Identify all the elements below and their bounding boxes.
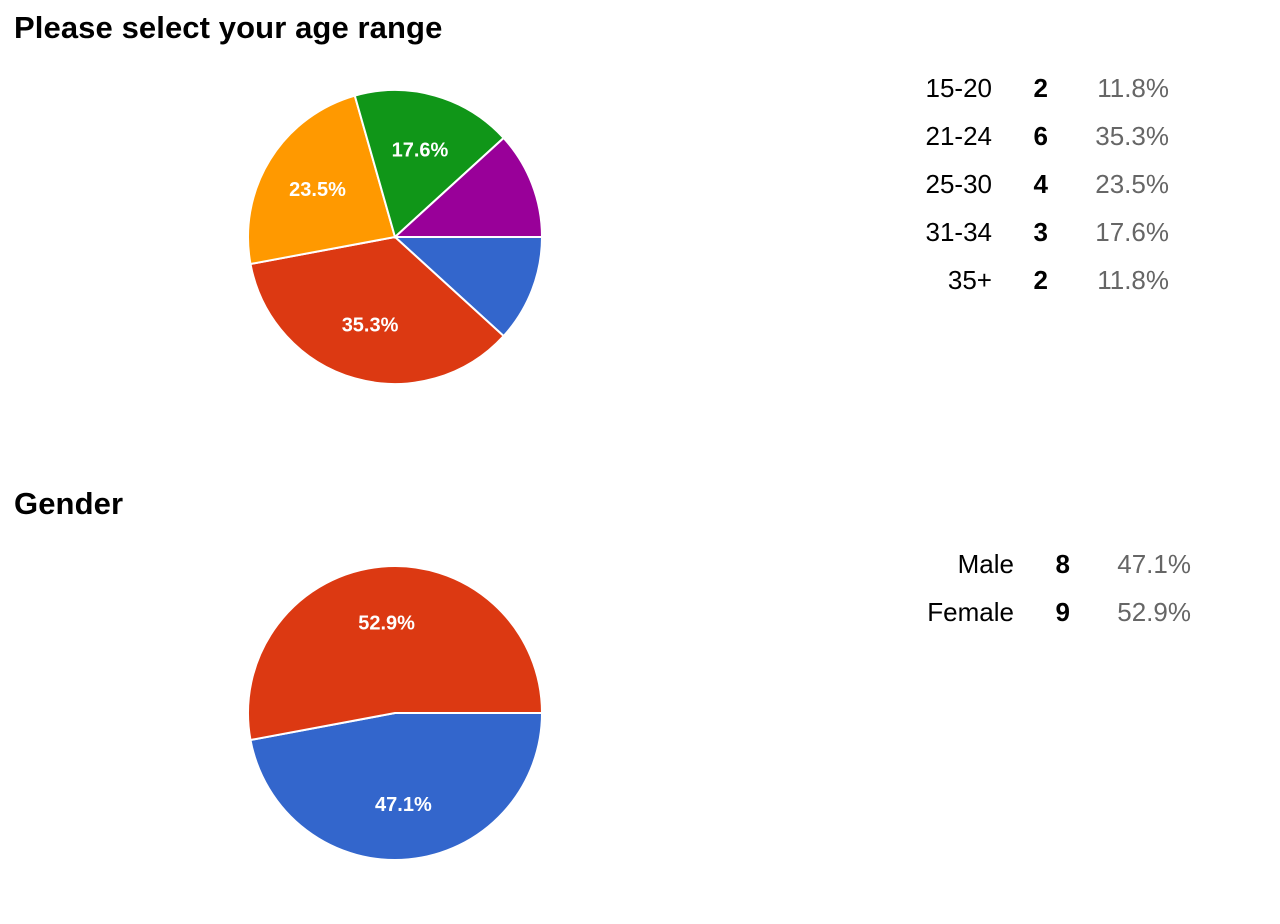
summary-label: 25-30 xyxy=(925,169,993,199)
pie-slice-label-male: 47.1% xyxy=(375,794,432,816)
pie-slice-21-24 xyxy=(249,235,506,385)
summary-count: 4 xyxy=(1033,169,1048,199)
age-range-title: Please select your age range xyxy=(14,10,443,45)
summary-label: 35+ xyxy=(947,265,992,295)
age-range-summary-table: 15-20 2 11.8% 21-24 6 35.3% 25-30 4 23.5… xyxy=(900,64,1170,304)
pie-slice-label-21-24: 35.3% xyxy=(342,315,399,337)
pie-slice-25-30 xyxy=(247,94,397,266)
pie-slice-15-20 xyxy=(392,236,544,338)
summary-count: 2 xyxy=(1033,265,1048,295)
summary-label: 31-34 xyxy=(925,217,993,247)
pie-slice-label-25-30: 23.5% xyxy=(289,179,346,201)
gender-pie-chart: 47.1% 52.9% xyxy=(247,565,544,861)
summary-count: 6 xyxy=(1033,121,1048,151)
summary-row-35-plus: 35+ 2 11.8% xyxy=(900,256,1169,304)
age-range-pie-chart: 35.3% 23.5% 17.6% xyxy=(247,89,544,385)
pie-slice-31-34 xyxy=(353,89,506,239)
summary-percent: 11.8% xyxy=(1097,265,1169,295)
summary-count: 8 xyxy=(1055,549,1070,579)
summary-percent: 11.8% xyxy=(1097,73,1169,103)
summary-label: Female xyxy=(927,597,1014,627)
summary-count: 2 xyxy=(1033,73,1048,103)
summary-row-31-34: 31-34 3 17.6% xyxy=(900,208,1170,256)
summary-count: 9 xyxy=(1055,597,1070,627)
summary-percent: 47.1% xyxy=(1117,549,1191,579)
pie-slice-label-female: 52.9% xyxy=(358,612,415,634)
age-range-section: Please select your age range 35.3% 23.5% 1… xyxy=(0,0,1280,460)
summary-label: 15-20 xyxy=(925,73,993,103)
summary-row-21-24: 21-24 6 35.3% xyxy=(900,112,1170,160)
summary-percent: 52.9% xyxy=(1117,597,1191,627)
summary-row-female: Female 9 52.9% xyxy=(900,588,1191,636)
summary-row-male: Male 8 47.1% xyxy=(900,540,1191,588)
pie-slice-male xyxy=(249,712,544,861)
summary-percent: 23.5% xyxy=(1095,169,1169,199)
summary-count: 3 xyxy=(1033,217,1048,247)
summary-row-15-20: 15-20 2 11.8% xyxy=(900,64,1170,112)
pie-slice-female xyxy=(247,565,544,742)
gender-title: Gender xyxy=(14,486,124,521)
pie-slice-35-plus xyxy=(392,136,544,238)
gender-section: Gender 47.1% 52.9% Male 8 47.1% Female 9 … xyxy=(0,476,1280,916)
pie-slice-label-31-34: 17.6% xyxy=(392,139,449,161)
summary-row-25-30: 25-30 4 23.5% xyxy=(900,160,1170,208)
summary-label: Male xyxy=(957,549,1014,579)
summary-percent: 17.6% xyxy=(1095,217,1169,247)
summary-percent: 35.3% xyxy=(1095,121,1169,151)
summary-label: 21-24 xyxy=(925,121,993,151)
gender-summary-table: Male 8 47.1% Female 9 52.9% xyxy=(900,540,1191,636)
